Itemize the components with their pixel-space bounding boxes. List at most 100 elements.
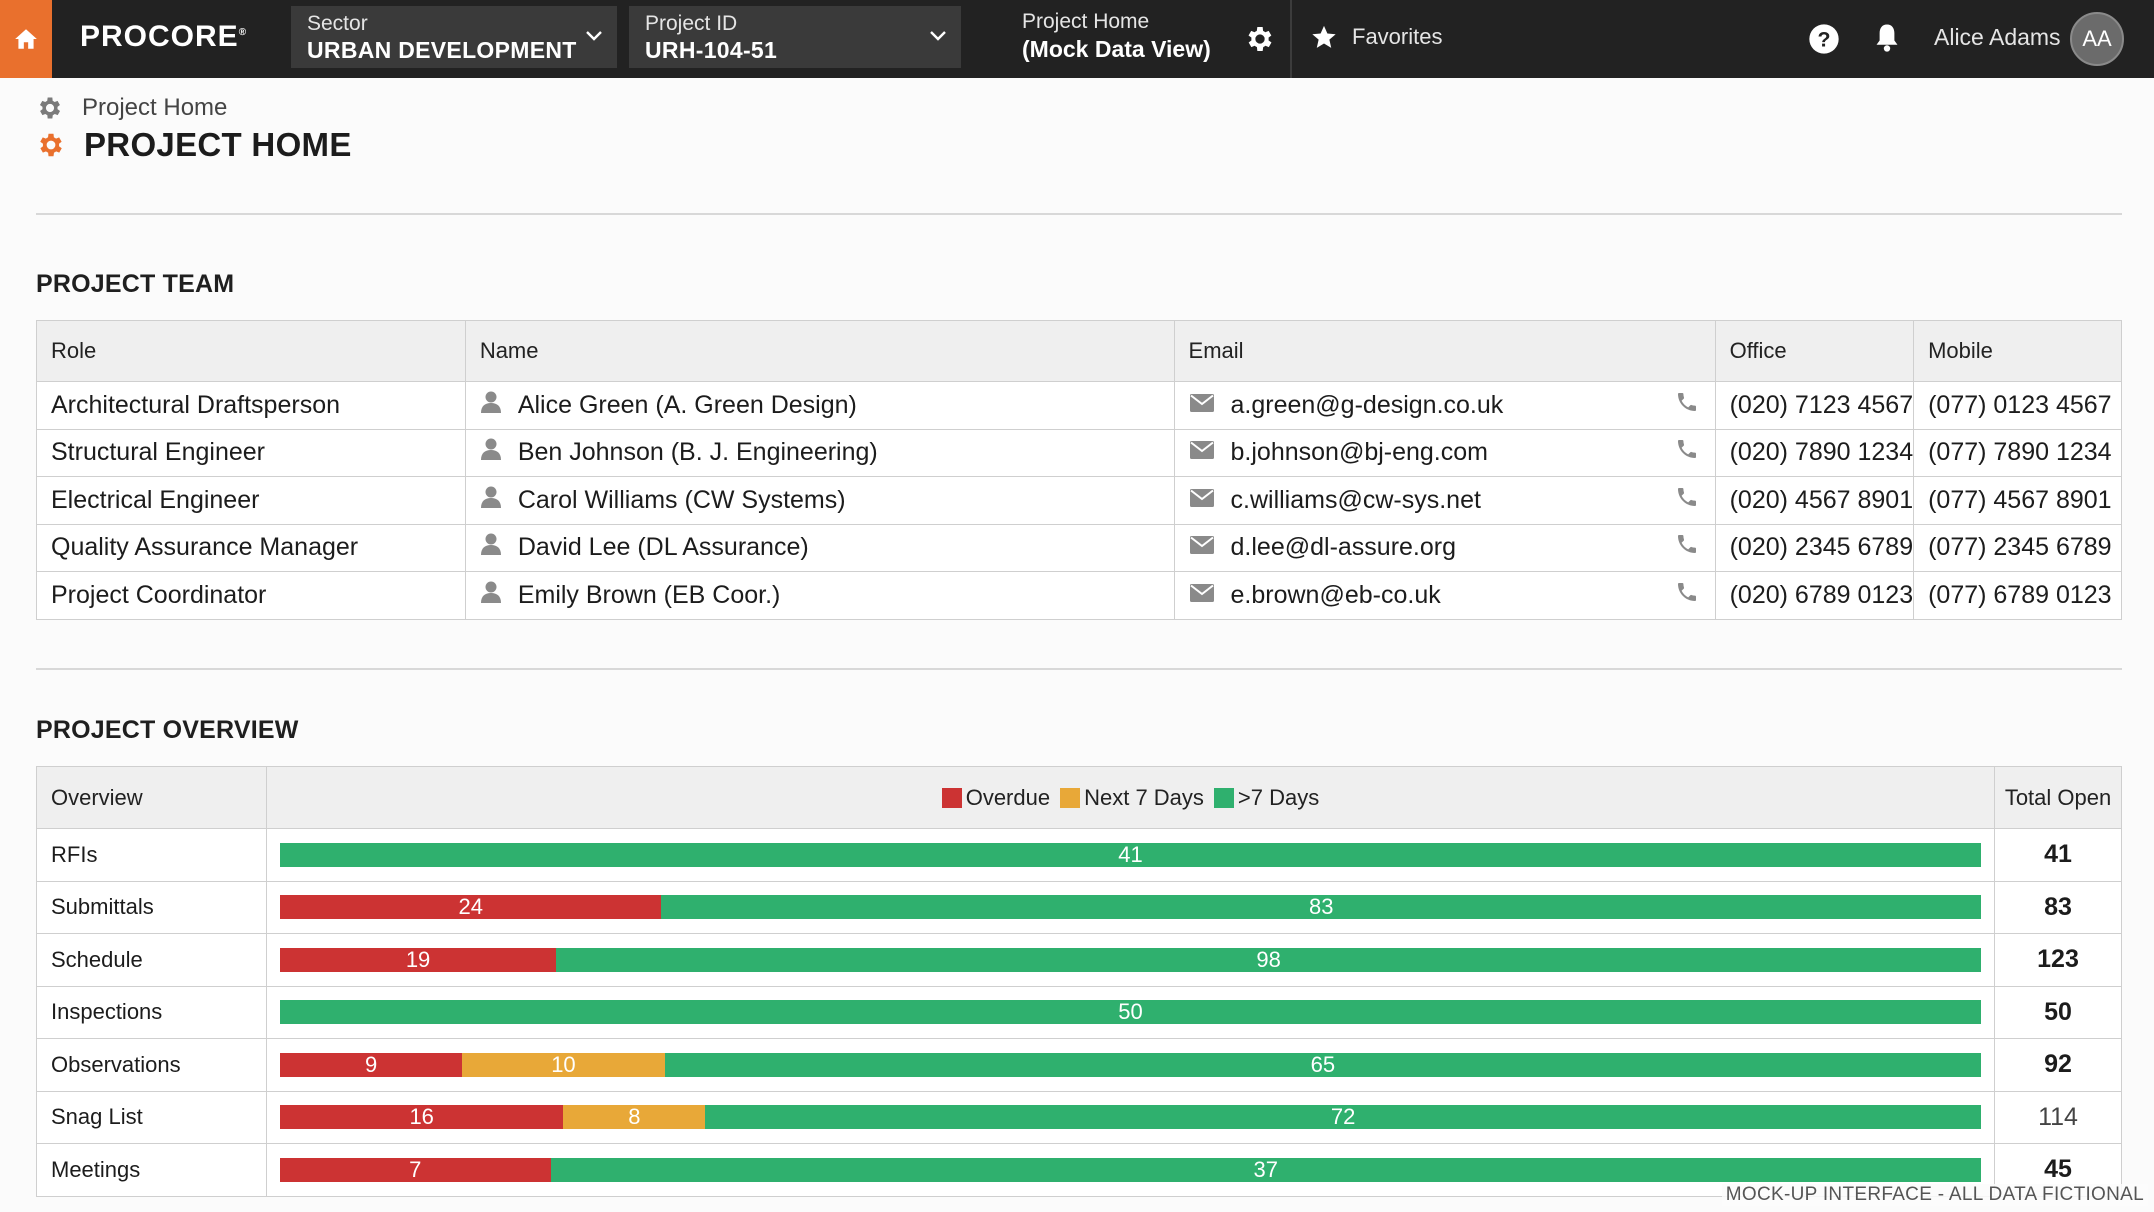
role-text: Project Coordinator — [51, 580, 267, 609]
next-7-days-segment[interactable]: 10 — [462, 1052, 665, 1077]
column-header-mobile[interactable]: Mobile — [1913, 320, 2122, 382]
overview-row-label[interactable]: Schedule — [36, 933, 267, 987]
mobile-phone[interactable]: (077) 6789 0123 — [1928, 580, 2112, 609]
page-title: PROJECT HOME — [84, 126, 352, 163]
bell-icon[interactable] — [1872, 22, 1902, 54]
avatar[interactable]: AA — [2070, 12, 2124, 66]
phone-icon[interactable] — [1675, 390, 1699, 421]
total-open-value[interactable]: 50 — [2044, 997, 2072, 1026]
table-row[interactable]: Submittals 24 83 83 — [36, 880, 2122, 934]
breadcrumb-label[interactable]: Project Home — [82, 94, 228, 121]
current-tool-menu[interactable]: Project Home (Mock Data View) — [1022, 10, 1211, 64]
item-type: Snag List — [51, 1104, 143, 1130]
table-row[interactable]: Electrical Engineer Carol Williams (CW Sy… — [36, 476, 2122, 525]
overview-row-label[interactable]: Observations — [36, 1038, 267, 1092]
later-segment[interactable]: 65 — [664, 1052, 1981, 1077]
table-row[interactable]: RFIs 41 41 — [36, 828, 2122, 882]
later-segment[interactable]: 37 — [550, 1157, 1982, 1182]
bar-cell: 24 83 — [265, 880, 1996, 934]
mobile-phone[interactable]: (077) 0123 4567 — [1928, 390, 2112, 419]
help-icon[interactable]: ? — [1808, 23, 1840, 55]
later-segment[interactable]: 98 — [556, 947, 1982, 972]
later-segment[interactable]: 50 — [279, 1000, 1982, 1025]
overview-row-label[interactable]: Submittals — [36, 880, 267, 934]
office-phone[interactable]: (020) 7890 1234 — [1729, 438, 1914, 467]
total-open-value[interactable]: 45 — [2044, 1155, 2072, 1184]
phone-icon[interactable] — [1675, 580, 1699, 611]
email-link[interactable]: d.lee@dl-assure.org — [1230, 533, 1457, 562]
project-overview-table: Overview Overdue Next 7 Days >7 Days Total… — [36, 766, 2122, 1197]
overdue-segment[interactable]: 19 — [279, 947, 557, 972]
mail-icon — [1189, 581, 1215, 610]
item-type: Inspections — [51, 999, 163, 1025]
mobile-phone[interactable]: (077) 4567 8901 — [1928, 485, 2112, 514]
email-link[interactable]: e.brown@eb-co.uk — [1230, 580, 1441, 609]
chevron-down-icon — [586, 31, 602, 41]
table-row[interactable]: Schedule 19 98 123 — [36, 933, 2122, 987]
email-link[interactable]: c.williams@cw-sys.net — [1230, 485, 1481, 514]
next-7-days-segment[interactable]: 8 — [563, 1105, 706, 1130]
bar-cell: 16 8 72 — [265, 1090, 1996, 1144]
later-segment[interactable]: 41 — [279, 842, 1982, 867]
favorites-button[interactable]: Favorites — [1310, 23, 1442, 51]
overview-row-label[interactable]: Snag List — [36, 1090, 267, 1144]
overview-row-label[interactable]: Meetings — [36, 1143, 267, 1197]
sector-dropdown[interactable]: Sector URBAN DEVELOPMENT — [291, 6, 617, 68]
total-open-value[interactable]: 41 — [2044, 840, 2072, 869]
star-icon — [1312, 25, 1336, 48]
contact-name[interactable]: Carol Williams (CW Systems) — [517, 485, 846, 514]
contact-name[interactable]: Alice Green (A. Green Design) — [517, 390, 857, 419]
later-segment[interactable]: 72 — [705, 1105, 1981, 1130]
total-open-value[interactable]: 92 — [2044, 1050, 2072, 1079]
table-row[interactable]: Architectural Draftsperson Alice Green (A… — [36, 381, 2122, 430]
bar-cell: 9 10 65 — [265, 1038, 1996, 1092]
overdue-segment[interactable]: 16 — [279, 1105, 564, 1130]
table-row[interactable]: Meetings 7 37 45 — [36, 1143, 2122, 1197]
table-row[interactable]: Inspections 50 50 — [36, 985, 2122, 1039]
contact-name[interactable]: Ben Johnson (B. J. Engineering) — [517, 438, 878, 467]
total-open-value[interactable]: 83 — [2044, 892, 2072, 921]
overview-row-label[interactable]: Inspections — [36, 985, 267, 1039]
total-open-value[interactable]: 123 — [2037, 945, 2079, 974]
contact-name[interactable]: Emily Brown (EB Coor.) — [517, 580, 781, 609]
home-button[interactable] — [0, 0, 52, 78]
project-dropdown[interactable]: Project ID URH-104-51 — [629, 6, 961, 68]
office-phone[interactable]: (020) 7123 4567 — [1729, 390, 1914, 419]
overdue-segment[interactable]: 24 — [279, 895, 662, 920]
table-row[interactable]: Structural Engineer Ben Johnson (B. J. En… — [36, 428, 2122, 477]
office-phone[interactable]: (020) 4567 8901 — [1729, 485, 1914, 514]
email-link[interactable]: b.johnson@bj-eng.com — [1230, 438, 1488, 467]
email-link[interactable]: a.green@g-design.co.uk — [1230, 390, 1504, 419]
email-cell: c.williams@cw-sys.net — [1173, 476, 1716, 525]
table-row[interactable]: Project Coordinator Emily Brown (EB Coor.… — [36, 571, 2122, 620]
total-open-value[interactable]: 114 — [2038, 1102, 2078, 1131]
person-icon — [480, 485, 502, 516]
mobile-phone[interactable]: (077) 2345 6789 — [1928, 533, 2112, 562]
column-header-role[interactable]: Role — [36, 320, 466, 382]
phone-icon[interactable] — [1675, 485, 1699, 516]
office-phone[interactable]: (020) 2345 6789 — [1729, 533, 1914, 562]
segment-value: 7 — [409, 1156, 422, 1182]
contact-name[interactable]: David Lee (DL Assurance) — [517, 533, 809, 562]
column-header-office[interactable]: Office — [1714, 320, 1915, 382]
phone-icon[interactable] — [1675, 437, 1699, 468]
column-header-email[interactable]: Email — [1173, 320, 1716, 382]
table-header-row: Role Name Email Office Mobile — [36, 320, 2122, 382]
column-header-total-open: Total Open — [1994, 766, 2122, 829]
overdue-segment[interactable]: 9 — [279, 1052, 463, 1077]
table-row[interactable]: Snag List 16 8 72 114 — [36, 1090, 2122, 1144]
table-row[interactable]: Observations 9 10 65 92 — [36, 1038, 2122, 1092]
chart-legend: Overdue Next 7 Days >7 Days — [267, 785, 1994, 811]
column-header-name[interactable]: Name — [464, 320, 1175, 382]
overdue-segment[interactable]: 7 — [279, 1156, 551, 1182]
user-name[interactable]: Alice Adams — [1934, 24, 2061, 50]
gear-icon[interactable] — [1244, 23, 1276, 55]
procore-logo[interactable]: PROCORE® — [80, 20, 248, 53]
overview-row-label[interactable]: RFIs — [36, 828, 267, 882]
mobile-phone[interactable]: (077) 7890 1234 — [1928, 438, 2112, 467]
later-segment[interactable]: 83 — [661, 895, 1982, 920]
stacked-bar: 16 8 72 — [279, 1105, 1981, 1130]
office-phone[interactable]: (020) 6789 0123 — [1729, 580, 1914, 609]
table-row[interactable]: Quality Assurance Manager David Lee (DL A… — [36, 523, 2122, 572]
phone-icon[interactable] — [1675, 532, 1699, 563]
